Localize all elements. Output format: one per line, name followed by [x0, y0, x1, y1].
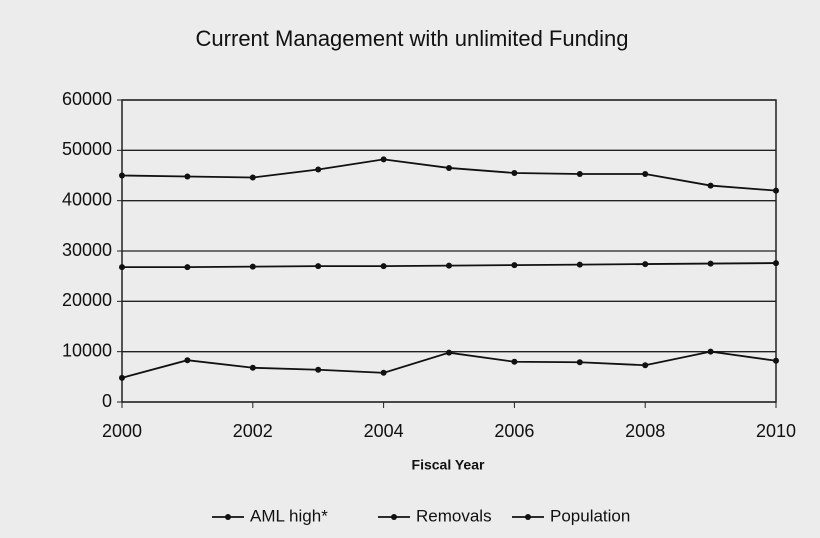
- data-point: [446, 349, 452, 356]
- x-axis-label: Fiscal Year: [412, 457, 485, 473]
- data-point: [642, 362, 649, 369]
- y-tick-label: 0: [102, 391, 112, 411]
- data-point: [380, 369, 387, 376]
- y-tick-label: 20000: [62, 290, 112, 310]
- data-point: [249, 174, 256, 181]
- data-point: [576, 261, 583, 268]
- data-point: [511, 358, 518, 365]
- data-point: [707, 260, 714, 267]
- data-point: [773, 357, 779, 364]
- data-point: [119, 172, 125, 179]
- data-point: [315, 166, 322, 173]
- y-tick-label: 30000: [62, 240, 112, 260]
- legend-label: Removals: [416, 506, 492, 525]
- series-line: [121, 158, 777, 192]
- data-point: [642, 170, 649, 177]
- data-point: [707, 348, 714, 355]
- data-point: [184, 264, 191, 271]
- data-point: [576, 359, 583, 366]
- data-point: [511, 262, 518, 269]
- data-point: [380, 263, 387, 270]
- data-point: [642, 261, 649, 268]
- x-tick-label: 2006: [494, 421, 534, 441]
- data-point: [380, 156, 387, 163]
- data-point: [576, 170, 583, 177]
- y-tick-label: 60000: [62, 89, 112, 109]
- data-point: [249, 364, 256, 371]
- data-point: [773, 260, 779, 267]
- x-tick-label: 2008: [625, 421, 665, 441]
- data-point: [315, 263, 322, 270]
- chart-title: Current Management with unlimited Fundin…: [196, 26, 629, 51]
- y-tick-label: 10000: [62, 340, 112, 360]
- x-tick-label: 2000: [102, 421, 142, 441]
- legend-marker: [391, 514, 397, 520]
- data-point: [119, 374, 125, 381]
- y-tick-label: 50000: [62, 139, 112, 159]
- data-point: [773, 187, 779, 194]
- data-point: [184, 357, 191, 364]
- x-tick-label: 2004: [364, 421, 404, 441]
- data-point: [511, 169, 518, 176]
- data-point: [707, 182, 714, 189]
- data-point: [315, 366, 322, 373]
- y-tick-label: 40000: [62, 189, 112, 209]
- data-point: [446, 262, 452, 269]
- data-point: [249, 263, 256, 270]
- legend-label: AML high*: [250, 506, 328, 525]
- x-tick-label: 2002: [233, 421, 273, 441]
- data-point: [184, 173, 191, 180]
- x-tick-label: 2010: [756, 421, 796, 441]
- legend-marker: [225, 514, 231, 520]
- data-point: [446, 164, 452, 171]
- legend-marker: [525, 514, 531, 520]
- data-point: [119, 264, 125, 271]
- legend-label: Population: [550, 506, 630, 525]
